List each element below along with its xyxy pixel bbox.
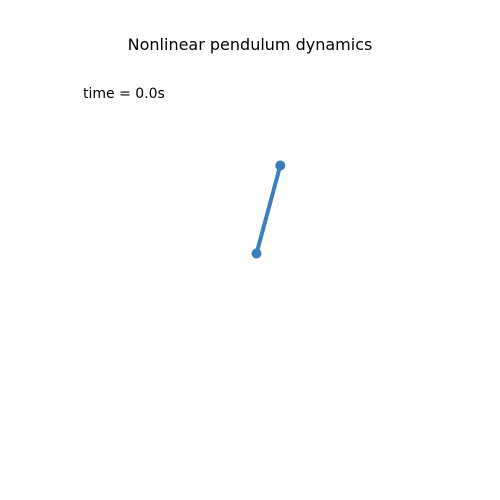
pivot-point bbox=[251, 248, 262, 259]
time-annotation: time = 0.0s bbox=[83, 86, 165, 102]
pendulum-rod bbox=[254, 163, 283, 256]
chart-title: Nonlinear pendulum dynamics bbox=[127, 35, 373, 54]
pendulum-bob bbox=[275, 160, 286, 171]
plot-marks bbox=[251, 160, 286, 259]
